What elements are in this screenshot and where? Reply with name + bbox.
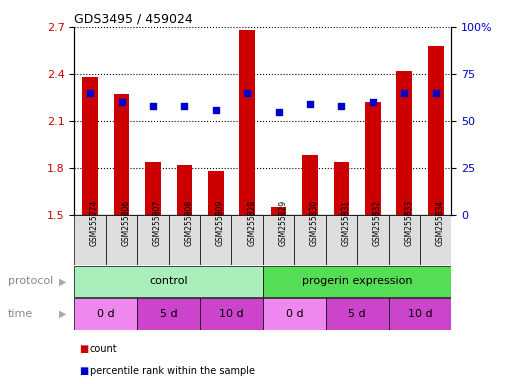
Text: ▶: ▶	[59, 309, 67, 319]
Bar	[74, 298, 137, 329]
Text: 10 d: 10 d	[219, 309, 244, 319]
Text: GSM255806: GSM255806	[122, 199, 130, 246]
Text: GDS3495 / 459024: GDS3495 / 459024	[74, 13, 193, 26]
Bar	[389, 298, 451, 329]
Bar	[263, 215, 294, 265]
Text: percentile rank within the sample: percentile rank within the sample	[90, 366, 255, 376]
Text: protocol: protocol	[8, 276, 53, 286]
Text: GSM255828: GSM255828	[247, 200, 256, 245]
Text: GSM255807: GSM255807	[153, 199, 162, 246]
Bar	[231, 215, 263, 265]
Bar	[106, 215, 137, 265]
Bar	[263, 298, 326, 329]
Bar	[137, 298, 200, 329]
Point	[86, 90, 94, 96]
Text: progerin expression: progerin expression	[302, 276, 412, 286]
Text: ■: ■	[80, 344, 89, 354]
Bar	[326, 298, 389, 329]
Bar	[420, 215, 451, 265]
Point	[431, 90, 440, 96]
Text: GSM255774: GSM255774	[90, 199, 99, 246]
Bar	[365, 102, 381, 215]
Text: GSM255809: GSM255809	[216, 199, 225, 246]
Text: GSM255829: GSM255829	[279, 199, 288, 246]
Bar	[397, 71, 412, 215]
Bar	[200, 215, 231, 265]
Text: GSM255831: GSM255831	[342, 199, 350, 246]
Point	[274, 109, 283, 115]
Bar	[357, 215, 389, 265]
Point	[212, 107, 220, 113]
Bar	[263, 266, 451, 297]
Point	[243, 90, 251, 96]
Bar	[114, 94, 129, 215]
Text: ■: ■	[80, 366, 89, 376]
Text: 0 d: 0 d	[97, 309, 114, 319]
Bar	[294, 215, 326, 265]
Text: 0 d: 0 d	[286, 309, 303, 319]
Text: time: time	[8, 309, 33, 319]
Bar	[333, 162, 349, 215]
Point	[338, 103, 346, 109]
Text: 5 d: 5 d	[348, 309, 366, 319]
Bar	[200, 298, 263, 329]
Text: GSM255808: GSM255808	[184, 199, 193, 246]
Bar	[389, 215, 420, 265]
Text: GSM255830: GSM255830	[310, 199, 319, 246]
Bar	[82, 77, 98, 215]
Point	[149, 103, 157, 109]
Point	[306, 101, 314, 107]
Point	[400, 90, 408, 96]
Bar	[428, 46, 444, 215]
Text: 5 d: 5 d	[160, 309, 177, 319]
Point	[180, 103, 188, 109]
Text: GSM255833: GSM255833	[404, 199, 413, 246]
Bar	[145, 162, 161, 215]
Text: control: control	[149, 276, 188, 286]
Bar	[326, 215, 357, 265]
Text: GSM255834: GSM255834	[436, 199, 445, 246]
Bar	[74, 266, 263, 297]
Point	[369, 99, 377, 105]
Text: GSM255832: GSM255832	[373, 199, 382, 246]
Bar	[302, 156, 318, 215]
Bar	[169, 215, 200, 265]
Bar	[137, 215, 169, 265]
Bar	[208, 171, 224, 215]
Text: ▶: ▶	[59, 276, 67, 286]
Bar	[74, 215, 106, 265]
Text: 10 d: 10 d	[408, 309, 432, 319]
Point	[117, 99, 126, 105]
Text: count: count	[90, 344, 117, 354]
Bar	[176, 165, 192, 215]
Bar	[271, 207, 286, 215]
Bar	[240, 30, 255, 215]
